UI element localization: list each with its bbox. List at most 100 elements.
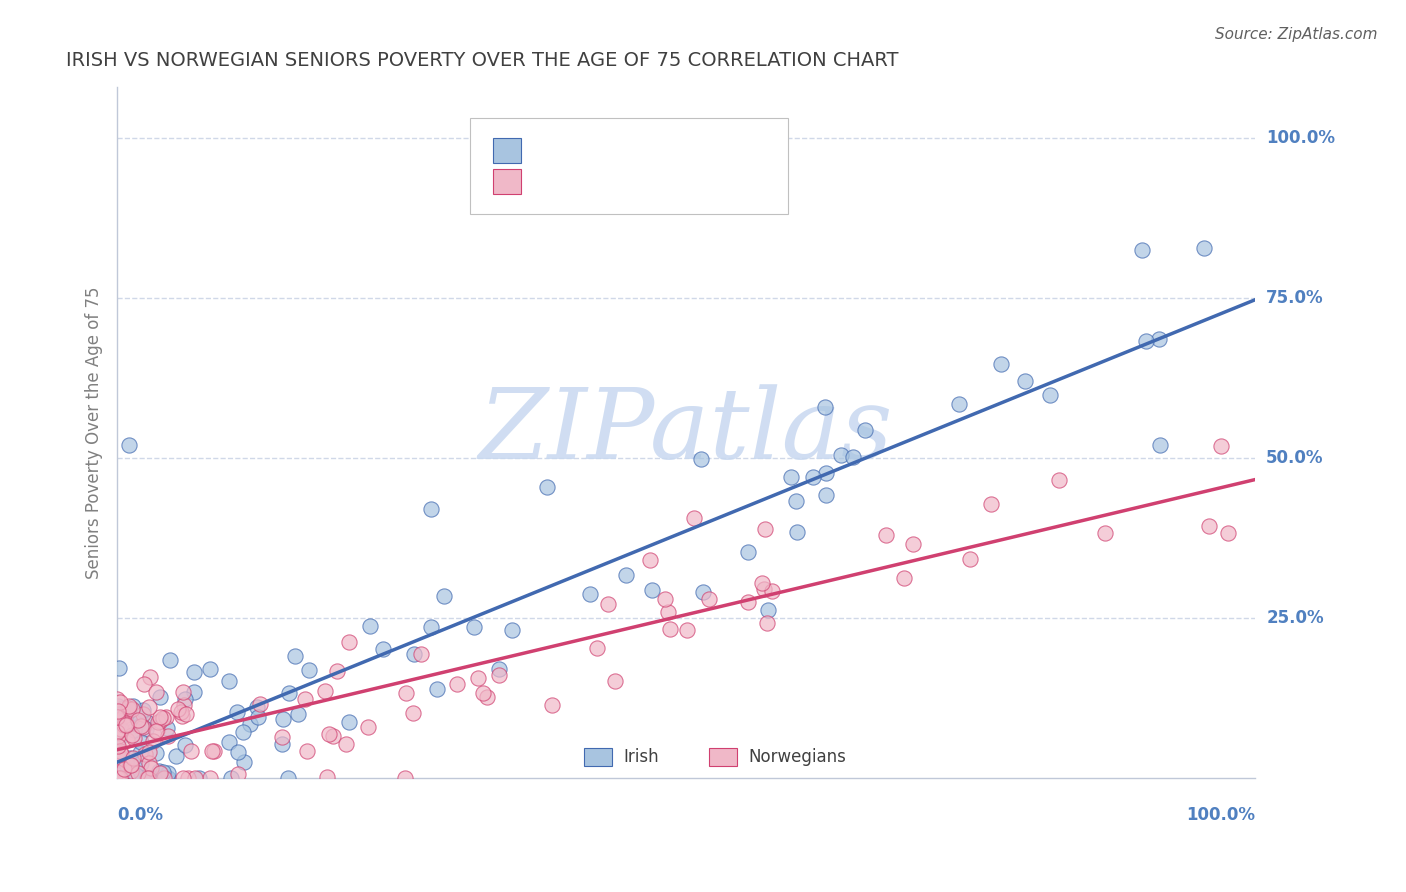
Point <box>112 771 135 785</box>
Point <box>107 771 129 785</box>
Point <box>122 723 145 737</box>
Point <box>692 585 714 599</box>
Text: Irish: Irish <box>623 748 659 766</box>
Point <box>174 706 197 721</box>
Point <box>120 758 142 772</box>
Point <box>110 747 132 761</box>
Point <box>127 766 149 780</box>
Point <box>148 764 170 779</box>
Point <box>359 618 381 632</box>
Point <box>128 711 150 725</box>
Point <box>682 510 704 524</box>
Point <box>737 595 759 609</box>
Point <box>875 528 897 542</box>
Point <box>689 452 711 467</box>
Text: 0.0%: 0.0% <box>117 805 163 823</box>
Point <box>1014 374 1036 388</box>
Point <box>149 771 172 785</box>
Point <box>107 739 129 754</box>
Point <box>273 712 295 726</box>
Point <box>157 771 180 785</box>
Point <box>105 766 128 780</box>
Point <box>120 764 142 779</box>
Point <box>132 707 155 722</box>
Point <box>105 771 128 785</box>
Point <box>980 497 1002 511</box>
Point <box>156 729 179 743</box>
Point <box>129 756 152 770</box>
Text: 100.0%: 100.0% <box>1267 128 1336 147</box>
Point <box>202 744 225 758</box>
Point <box>357 720 380 734</box>
Point <box>117 757 139 772</box>
Point <box>107 704 129 718</box>
Text: 100.0%: 100.0% <box>1185 805 1256 823</box>
Point <box>1130 244 1153 258</box>
Point <box>754 522 776 536</box>
Point <box>139 670 162 684</box>
Point <box>107 713 129 727</box>
Point <box>177 771 200 785</box>
Point <box>1198 519 1220 533</box>
Point <box>107 771 129 785</box>
Point <box>780 469 803 483</box>
Point <box>239 716 262 731</box>
Point <box>153 771 176 785</box>
Point <box>294 692 316 706</box>
Point <box>1209 439 1232 453</box>
Point <box>148 710 170 724</box>
Point <box>105 745 128 759</box>
Point <box>614 568 637 582</box>
Point <box>756 603 779 617</box>
Point <box>105 749 128 764</box>
Point <box>128 714 150 729</box>
Text: 50.0%: 50.0% <box>1267 449 1323 467</box>
Point <box>295 744 318 758</box>
Point <box>138 745 160 759</box>
Point <box>117 771 139 785</box>
Point <box>105 692 128 706</box>
Point <box>198 662 221 676</box>
Point <box>335 737 357 751</box>
Point <box>853 423 876 437</box>
Point <box>139 761 162 775</box>
Point <box>132 703 155 717</box>
Point <box>107 771 129 785</box>
Point <box>128 719 150 733</box>
Point <box>111 752 134 766</box>
Point <box>107 771 129 785</box>
Point <box>337 635 360 649</box>
Point <box>990 357 1012 371</box>
Point <box>284 649 307 664</box>
Point <box>446 676 468 690</box>
Point <box>107 699 129 714</box>
Point <box>112 718 135 732</box>
Point <box>419 502 441 516</box>
Point <box>107 771 129 785</box>
Point <box>132 771 155 785</box>
Point <box>122 731 145 745</box>
Point <box>959 552 981 566</box>
Point <box>111 771 134 785</box>
Text: Source: ZipAtlas.com: Source: ZipAtlas.com <box>1215 27 1378 42</box>
Point <box>105 771 128 785</box>
Point <box>108 661 131 675</box>
Point <box>596 597 619 611</box>
Point <box>131 771 153 785</box>
Point <box>108 731 131 746</box>
Text: N = 126: N = 126 <box>664 142 744 160</box>
Text: R =  0.614: R = 0.614 <box>533 173 637 191</box>
Point <box>540 698 562 712</box>
Point <box>675 623 697 637</box>
Point <box>501 623 523 637</box>
Point <box>247 710 270 724</box>
Point <box>118 699 141 714</box>
Point <box>315 770 337 784</box>
Point <box>173 698 195 713</box>
Point <box>658 622 681 636</box>
Text: N = 124: N = 124 <box>664 173 744 191</box>
Point <box>188 771 211 785</box>
Point <box>219 771 242 785</box>
Point <box>105 771 128 785</box>
Point <box>785 494 807 508</box>
